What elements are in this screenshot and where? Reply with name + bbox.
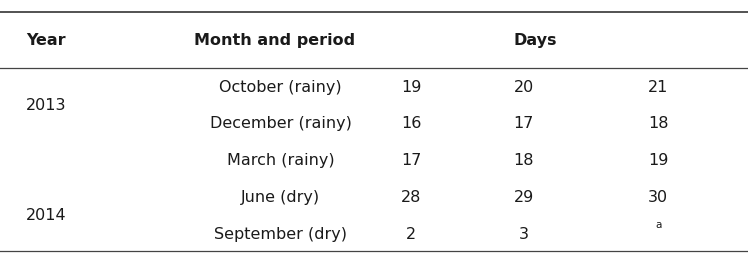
Text: 20: 20 <box>513 80 534 94</box>
Text: a: a <box>655 219 661 229</box>
Text: 18: 18 <box>513 153 534 167</box>
Text: 2013: 2013 <box>26 98 67 113</box>
Text: 30: 30 <box>649 189 668 204</box>
Text: 21: 21 <box>648 80 669 94</box>
Text: Month and period: Month and period <box>194 33 355 48</box>
Text: October (rainy): October (rainy) <box>219 80 342 94</box>
Text: September (dry): September (dry) <box>214 226 347 241</box>
Text: 3: 3 <box>518 226 529 241</box>
Text: 16: 16 <box>401 116 422 131</box>
Text: 17: 17 <box>513 116 534 131</box>
Text: 2: 2 <box>406 226 417 241</box>
Text: 19: 19 <box>401 80 422 94</box>
Text: 19: 19 <box>648 153 669 167</box>
Text: 18: 18 <box>648 116 669 131</box>
Text: 28: 28 <box>401 189 422 204</box>
Text: 29: 29 <box>513 189 534 204</box>
Text: March (rainy): March (rainy) <box>227 153 334 167</box>
Text: December (rainy): December (rainy) <box>209 116 352 131</box>
Text: 17: 17 <box>401 153 422 167</box>
Text: Days: Days <box>513 33 557 48</box>
Text: Year: Year <box>26 33 66 48</box>
Text: June (dry): June (dry) <box>241 189 320 204</box>
Text: 2014: 2014 <box>26 208 67 222</box>
